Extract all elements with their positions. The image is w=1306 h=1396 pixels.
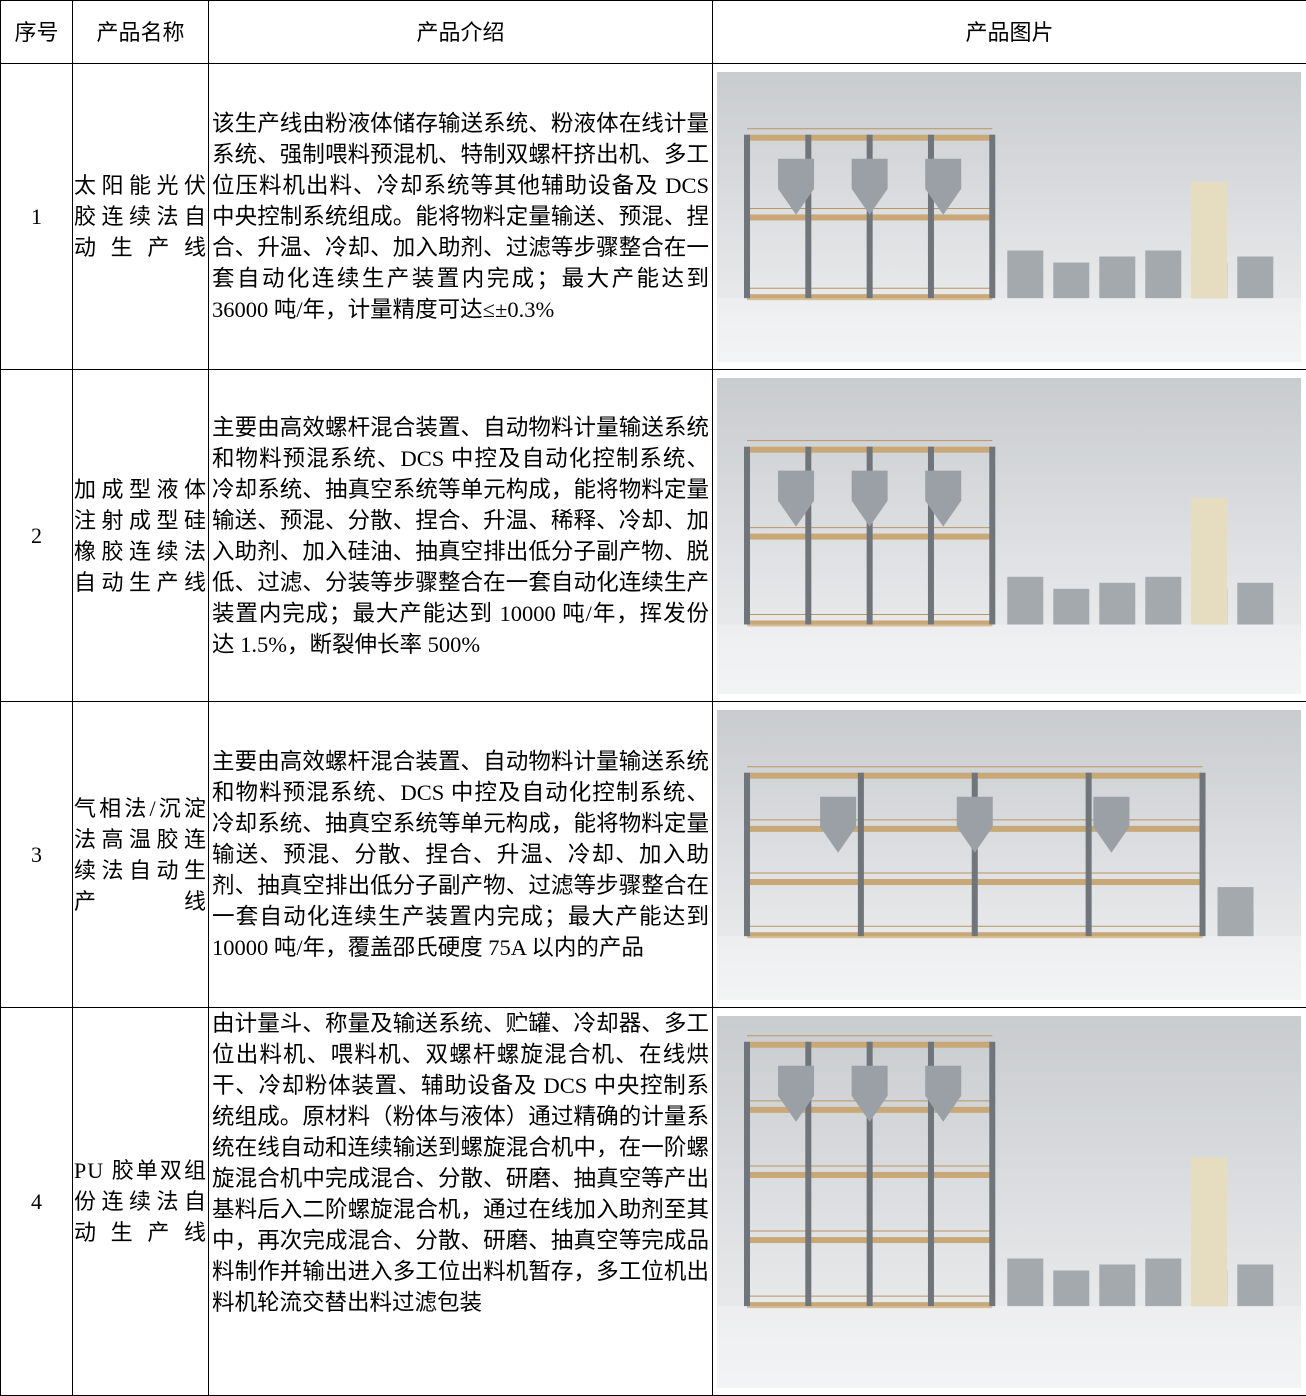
product-image: [717, 710, 1301, 1000]
image-cell: [713, 1008, 1306, 1396]
serial-cell: 1: [1, 64, 73, 370]
header-row: 序号 产品名称 产品介绍 产品图片: [1, 1, 1306, 64]
product-image: [717, 72, 1301, 362]
image-cell: [713, 702, 1306, 1008]
description-cell: 主要由高效螺杆混合装置、自动物料计量输送系统和物料预混系统、DCS 中控及自动化…: [209, 702, 713, 1008]
header-cell: 产品介绍: [209, 1, 713, 64]
serial-cell: 2: [1, 370, 73, 702]
header-cell: 产品图片: [713, 1, 1306, 64]
product-image: [717, 378, 1301, 694]
header-cell: 序号: [1, 1, 73, 64]
name-cell: 太阳能光伏胶连续法自动生产线: [73, 64, 209, 370]
description-cell: 该生产线由粉液体储存输送系统、粉液体在线计量系统、强制喂料预混机、特制双螺杆挤出…: [209, 64, 713, 370]
description-cell: 由计量斗、称量及输送系统、贮罐、冷却器、多工位出料机、喂料机、双螺杆螺旋混合机、…: [209, 1008, 713, 1396]
serial-cell: 3: [1, 702, 73, 1008]
image-cell: [713, 64, 1306, 370]
description-cell: 主要由高效螺杆混合装置、自动物料计量输送系统和物料预混系统、DCS 中控及自动化…: [209, 370, 713, 702]
product-image: [717, 1016, 1301, 1388]
name-cell: PU 胶单双组份连续法自动生产线: [73, 1008, 209, 1396]
header-cell: 产品名称: [73, 1, 209, 64]
name-cell: 气相法/沉淀法高温胶连续法自动生产线: [73, 702, 209, 1008]
serial-cell: 4: [1, 1008, 73, 1396]
image-cell: [713, 370, 1306, 702]
name-cell: 加成型液体注射成型硅橡胶连续法自动生产线: [73, 370, 209, 702]
